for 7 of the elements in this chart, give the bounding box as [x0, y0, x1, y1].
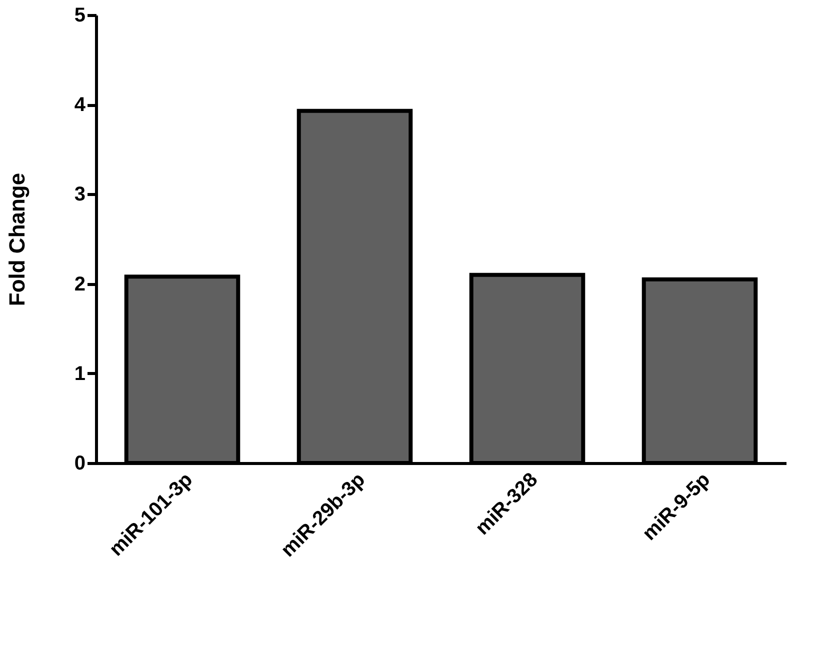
- y-tick-label: 1: [74, 362, 86, 385]
- y-tick-label: 4: [74, 94, 86, 116]
- y-tick-label: 2: [74, 273, 86, 296]
- y-tick-label: 0: [74, 452, 86, 474]
- y-tick-label: 5: [74, 4, 86, 26]
- y-axis-title: Fold Change: [4, 172, 30, 306]
- y-tick-label: 3: [74, 184, 86, 206]
